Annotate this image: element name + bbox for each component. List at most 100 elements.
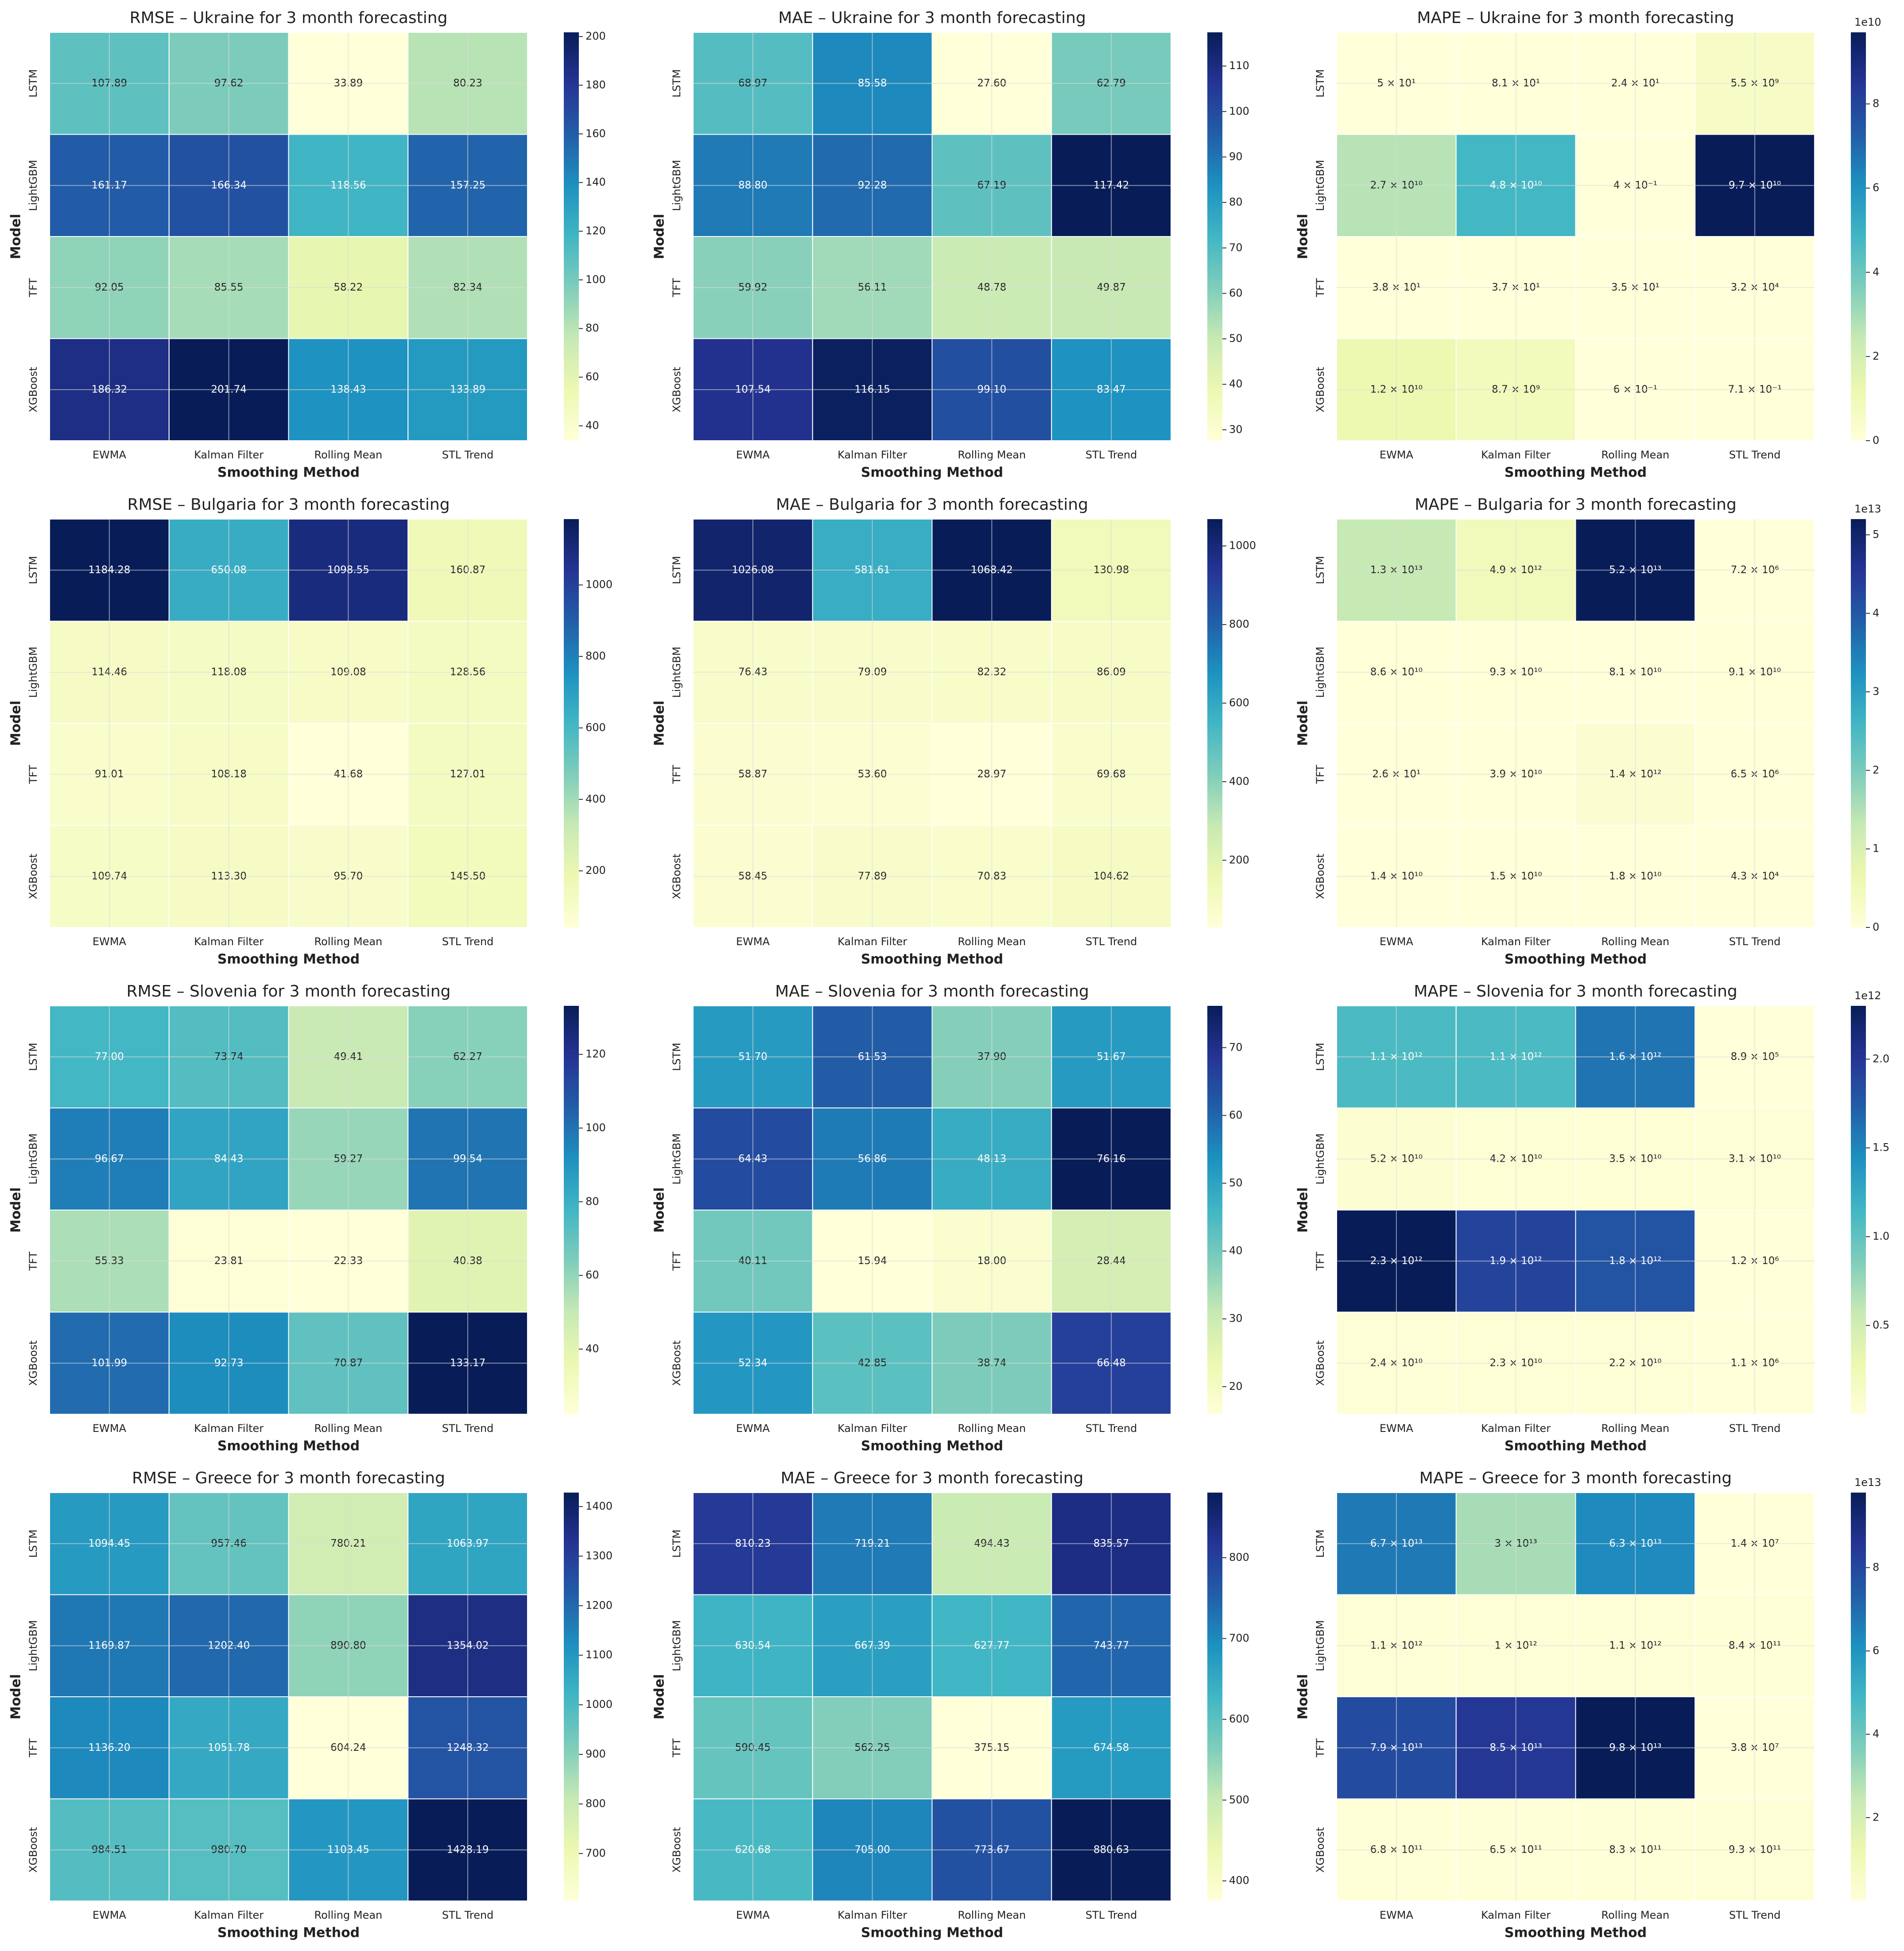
x-tick-label: Rolling Mean	[314, 1909, 383, 1921]
colorbar	[1207, 1493, 1222, 1901]
colorbar-tick-label: 1000	[586, 578, 613, 591]
y-axis-label: Model	[1295, 701, 1311, 746]
x-tick-label: STL Trend	[1729, 935, 1781, 948]
heatmap-panel: MAPE – Bulgaria for 3 month forecasting 1…	[1295, 496, 1881, 967]
y-tick-label: XGBoost	[1314, 1827, 1326, 1873]
x-tick-label: STL Trend	[442, 1422, 494, 1435]
x-tick-label: STL Trend	[442, 935, 494, 948]
x-tick-label: EWMA	[1380, 1422, 1414, 1435]
y-tick-label: LightGBM	[1314, 647, 1326, 698]
x-tick-label: Kalman Filter	[1481, 1422, 1551, 1435]
colorbar-offset-label: 1e12	[1854, 989, 1881, 1002]
x-tick-label: EWMA	[1380, 1909, 1414, 1921]
colorbar-tick-label: 400	[586, 793, 606, 805]
colorbar	[1851, 1006, 1866, 1414]
y-tick-label: LSTM	[1314, 69, 1326, 97]
x-tick-label: EWMA	[736, 935, 770, 948]
y-tick-label: LightGBM	[27, 160, 39, 211]
x-tick-label: EWMA	[93, 1909, 127, 1921]
x-axis-label: Smoothing Method	[861, 1439, 1003, 1454]
y-tick-label: LightGBM	[671, 1133, 683, 1185]
y-tick-label: LightGBM	[27, 1620, 39, 1672]
y-tick-label: TFT	[1314, 1252, 1326, 1271]
colorbar-tick-label: 600	[1229, 1713, 1249, 1725]
colorbar-tick-label: 70	[1229, 241, 1243, 254]
y-tick-label: LSTM	[27, 1043, 39, 1071]
colorbar-tick-label: 5	[1873, 528, 1879, 540]
x-tick-label: Kalman Filter	[1481, 935, 1551, 948]
x-axis-label: Smoothing Method	[861, 1925, 1003, 1941]
colorbar-tick-label: 90	[1229, 150, 1243, 163]
x-tick-label: Rolling Mean	[958, 1422, 1026, 1435]
colorbar-offset-label: 1e10	[1854, 16, 1881, 28]
colorbar-tick-label: 0	[1873, 434, 1879, 446]
x-tick-label: EWMA	[736, 449, 770, 461]
x-tick-label: Kalman Filter	[838, 1909, 907, 1921]
y-tick-label: LightGBM	[27, 647, 39, 698]
y-axis-label: Model	[652, 214, 667, 260]
heatmap-panel: RMSE – Slovenia for 3 month forecasting7…	[8, 982, 606, 1454]
x-tick-label: Kalman Filter	[838, 449, 907, 461]
colorbar-tick-label: 80	[586, 1195, 599, 1207]
heatmap-panel: MAPE – Ukraine for 3 month forecasting5 …	[1295, 9, 1881, 481]
chart-title: RMSE – Bulgaria for 3 month forecasting	[127, 496, 450, 514]
chart-title: MAPE – Ukraine for 3 month forecasting	[1417, 9, 1734, 27]
x-tick-label: Rolling Mean	[1602, 935, 1670, 948]
x-tick-label: Kalman Filter	[194, 449, 264, 461]
x-tick-label: EWMA	[1380, 449, 1414, 461]
y-axis-label: Model	[8, 1674, 24, 1720]
colorbar-tick-label: 1.0	[1873, 1230, 1889, 1242]
colorbar-offset-label: 1e13	[1854, 503, 1881, 515]
x-axis-label: Smoothing Method	[1505, 952, 1647, 967]
x-tick-label: Kalman Filter	[194, 935, 264, 948]
x-tick-label: Rolling Mean	[958, 1909, 1026, 1921]
y-tick-label: XGBoost	[1314, 853, 1326, 899]
colorbar-tick-label: 6	[1873, 1645, 1879, 1657]
colorbar-tick-label: 800	[586, 1797, 606, 1810]
colorbar-tick-label: 400	[1229, 775, 1249, 787]
colorbar-tick-label: 1	[1873, 842, 1879, 855]
colorbar-tick-label: 600	[586, 721, 606, 733]
x-tick-label: Rolling Mean	[1602, 449, 1670, 461]
x-tick-label: STL Trend	[1729, 449, 1781, 461]
colorbar-tick-label: 70	[1229, 1041, 1243, 1053]
colorbar-tick-label: 60	[1229, 287, 1243, 299]
colorbar-tick-label: 1100	[586, 1648, 613, 1661]
x-axis-label: Smoothing Method	[217, 465, 360, 481]
x-tick-label: Rolling Mean	[314, 1422, 383, 1435]
colorbar	[1851, 1493, 1866, 1901]
colorbar-tick-label: 60	[586, 1269, 599, 1281]
colorbar	[1851, 519, 1866, 927]
y-tick-label: LightGBM	[671, 647, 683, 698]
x-tick-label: Rolling Mean	[1602, 1422, 1670, 1435]
colorbar	[1207, 519, 1222, 927]
colorbar-tick-label: 40	[586, 1342, 599, 1355]
y-tick-label: LSTM	[1314, 556, 1326, 584]
y-tick-label: LSTM	[1314, 1529, 1326, 1558]
y-tick-label: TFT	[1314, 765, 1326, 784]
colorbar-tick-label: 1000	[1229, 539, 1256, 552]
y-tick-label: TFT	[27, 765, 39, 784]
colorbar-tick-label: 80	[1229, 196, 1243, 208]
heatmap-panel: RMSE – Bulgaria for 3 month forecasting 1…	[8, 496, 613, 967]
chart-title: MAPE – Slovenia for 3 month forecasting	[1414, 982, 1737, 1001]
colorbar-tick-label: 80	[586, 322, 599, 334]
x-axis-label: Smoothing Method	[861, 465, 1003, 481]
y-tick-label: XGBoost	[1314, 1340, 1326, 1386]
x-tick-label: EWMA	[736, 1909, 770, 1921]
heatmap-panel: MAE – Greece for 3 month forecasting810.…	[652, 1469, 1249, 1941]
colorbar-tick-label: 600	[1229, 696, 1249, 709]
colorbar-tick-label: 60	[586, 371, 599, 383]
colorbar-tick-label: 50	[1229, 332, 1243, 345]
x-tick-label: STL Trend	[1729, 1422, 1781, 1435]
chart-title: MAPE – Bulgaria for 3 month forecasting	[1415, 496, 1737, 514]
chart-title: MAE – Slovenia for 3 month forecasting	[775, 982, 1089, 1001]
colorbar-tick-label: 800	[1229, 1551, 1249, 1563]
colorbar	[1851, 32, 1866, 441]
y-tick-label: LightGBM	[671, 160, 683, 211]
y-axis-label: Model	[652, 1187, 667, 1233]
y-tick-label: XGBoost	[671, 367, 683, 412]
heatmap-panel: MAPE – Greece for 3 month forecasting6.7…	[1295, 1469, 1881, 1941]
x-axis-label: Smoothing Method	[861, 952, 1003, 967]
x-tick-label: Rolling Mean	[958, 449, 1026, 461]
